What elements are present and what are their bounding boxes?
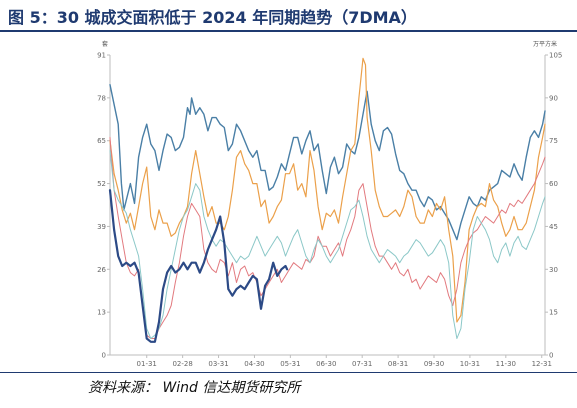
right-tick-label: 45 [549, 223, 558, 231]
x-tick-label: 08-31 [388, 360, 408, 368]
right-tick-label: 0 [549, 352, 553, 360]
x-tick-label: 09-30 [424, 360, 444, 368]
right-axis-unit: 万平方米 [533, 40, 557, 48]
series-line-1 [109, 84, 546, 241]
left-axis: 套 [102, 40, 111, 355]
left-tick-label: 13 [97, 309, 106, 317]
x-tick-label: 12-31 [532, 360, 552, 368]
left-tick-label: 26 [97, 266, 106, 274]
series-lines [108, 57, 546, 343]
series-line-4 [109, 150, 546, 339]
right-tick-label: 105 [549, 52, 562, 60]
x-tick-label: 01-31 [137, 360, 157, 368]
right-axis: 万平方米 [533, 40, 557, 355]
left-tick-labels: 0 13 26 39 52 65 78 91 [97, 52, 110, 360]
series-line-5 [108, 189, 289, 343]
x-tick-label: 02-28 [172, 360, 192, 368]
x-tick-label: 10-31 [460, 360, 480, 368]
right-tick-labels: 0 15 30 45 60 75 90 105 [545, 52, 562, 360]
left-tick-label: 78 [97, 94, 106, 102]
left-tick-label: 52 [97, 180, 106, 188]
right-tick-label: 15 [549, 309, 558, 317]
source-note: 资料来源： Wind 信达期货研究所 [88, 380, 301, 396]
left-tick-label: 0 [102, 352, 106, 360]
right-tick-label: 90 [549, 94, 558, 102]
x-tick-label: 03-31 [208, 360, 228, 368]
series-line-3 [109, 136, 546, 339]
right-tick-label: 60 [549, 180, 558, 188]
x-tick-label: 05-31 [280, 360, 300, 368]
left-tick-label: 91 [97, 52, 106, 60]
x-tick-labels: 01-31 02-28 03-31 04-30 05-31 06-30 07-31 08-31… [137, 355, 552, 368]
x-tick-label: 04-30 [244, 360, 264, 368]
x-tick-label: 07-31 [352, 360, 372, 368]
left-tick-label: 65 [97, 137, 106, 145]
x-tick-label: 06-30 [316, 360, 336, 368]
source-rule [0, 372, 577, 373]
left-tick-label: 39 [97, 223, 106, 231]
title-rule [0, 30, 577, 32]
right-tick-label: 75 [549, 137, 558, 145]
left-axis-unit: 套 [102, 40, 108, 48]
x-tick-label: 11-30 [496, 360, 516, 368]
figure-title: 图 5：30 城成交面积低于 2024 年同期趋势（7DMA） [8, 8, 417, 27]
right-tick-label: 30 [549, 266, 558, 274]
